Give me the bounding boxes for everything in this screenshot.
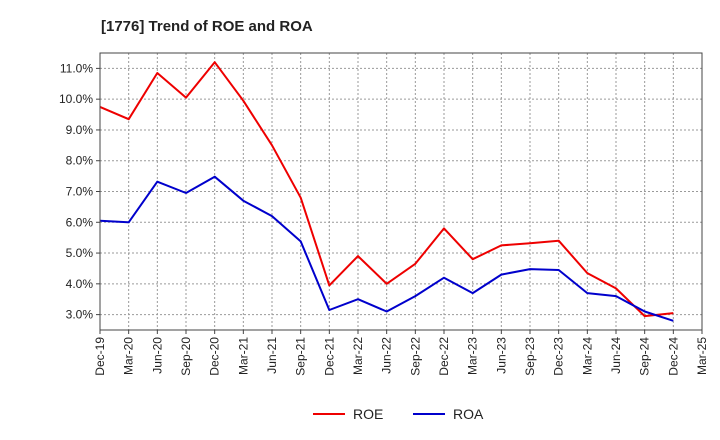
x-axis-ticks: Dec-19 Mar-20 Jun-20 Sep-20 Dec-20 Mar-21 Jun-… (93, 330, 709, 376)
y-tick-label: 11.0% (60, 61, 93, 75)
x-tick-label: Mar-24 (580, 337, 594, 375)
y-tick-label: 3.0% (66, 308, 94, 322)
x-tick-label: Dec-19 (93, 337, 107, 376)
x-tick-label: Jun-24 (609, 337, 623, 374)
legend: ROE ROA (313, 406, 484, 422)
x-tick-label: Mar-20 (122, 337, 136, 375)
grid-lines (99, 53, 703, 330)
x-tick-label: Dec-22 (437, 337, 451, 376)
y-axis-ticks: 3.0% 4.0% 5.0% 6.0% 7.0% 8.0% 9.0% 10.0% 11.0% (59, 61, 100, 322)
x-tick-label: Dec-23 (552, 337, 566, 376)
legend-label-roe: ROE (353, 406, 383, 422)
x-tick-label: Mar-23 (466, 337, 480, 375)
legend-label-roa: ROA (453, 406, 484, 422)
y-tick-label: 6.0% (66, 215, 94, 229)
x-tick-label: Jun-23 (494, 337, 508, 374)
y-tick-label: 5.0% (66, 246, 94, 260)
x-tick-label: Sep-24 (638, 337, 652, 376)
x-tick-label: Jun-22 (380, 337, 394, 374)
x-tick-label: Mar-25 (695, 337, 709, 375)
x-tick-label: Sep-21 (294, 337, 308, 376)
y-tick-label: 7.0% (66, 185, 94, 199)
x-tick-label: Mar-22 (351, 337, 365, 375)
series-lines (99, 61, 674, 322)
x-tick-label: Mar-21 (236, 337, 250, 375)
x-tick-label: Dec-21 (322, 337, 336, 376)
x-tick-label: Dec-24 (666, 337, 680, 376)
x-tick-label: Sep-23 (523, 337, 537, 376)
series-line-roa (99, 175, 674, 322)
y-tick-label: 8.0% (66, 154, 94, 168)
y-tick-label: 9.0% (66, 123, 94, 137)
y-tick-label: 10.0% (59, 92, 93, 106)
x-tick-label: Jun-20 (150, 337, 164, 374)
y-tick-label: 4.0% (66, 277, 94, 291)
series-line-roe (99, 61, 674, 318)
x-tick-label: Dec-20 (208, 337, 222, 376)
chart-title: [1776] Trend of ROE and ROA (101, 18, 313, 35)
x-tick-label: Jun-21 (265, 337, 279, 374)
x-tick-label: Sep-22 (408, 337, 422, 376)
x-tick-label: Sep-20 (179, 337, 193, 376)
